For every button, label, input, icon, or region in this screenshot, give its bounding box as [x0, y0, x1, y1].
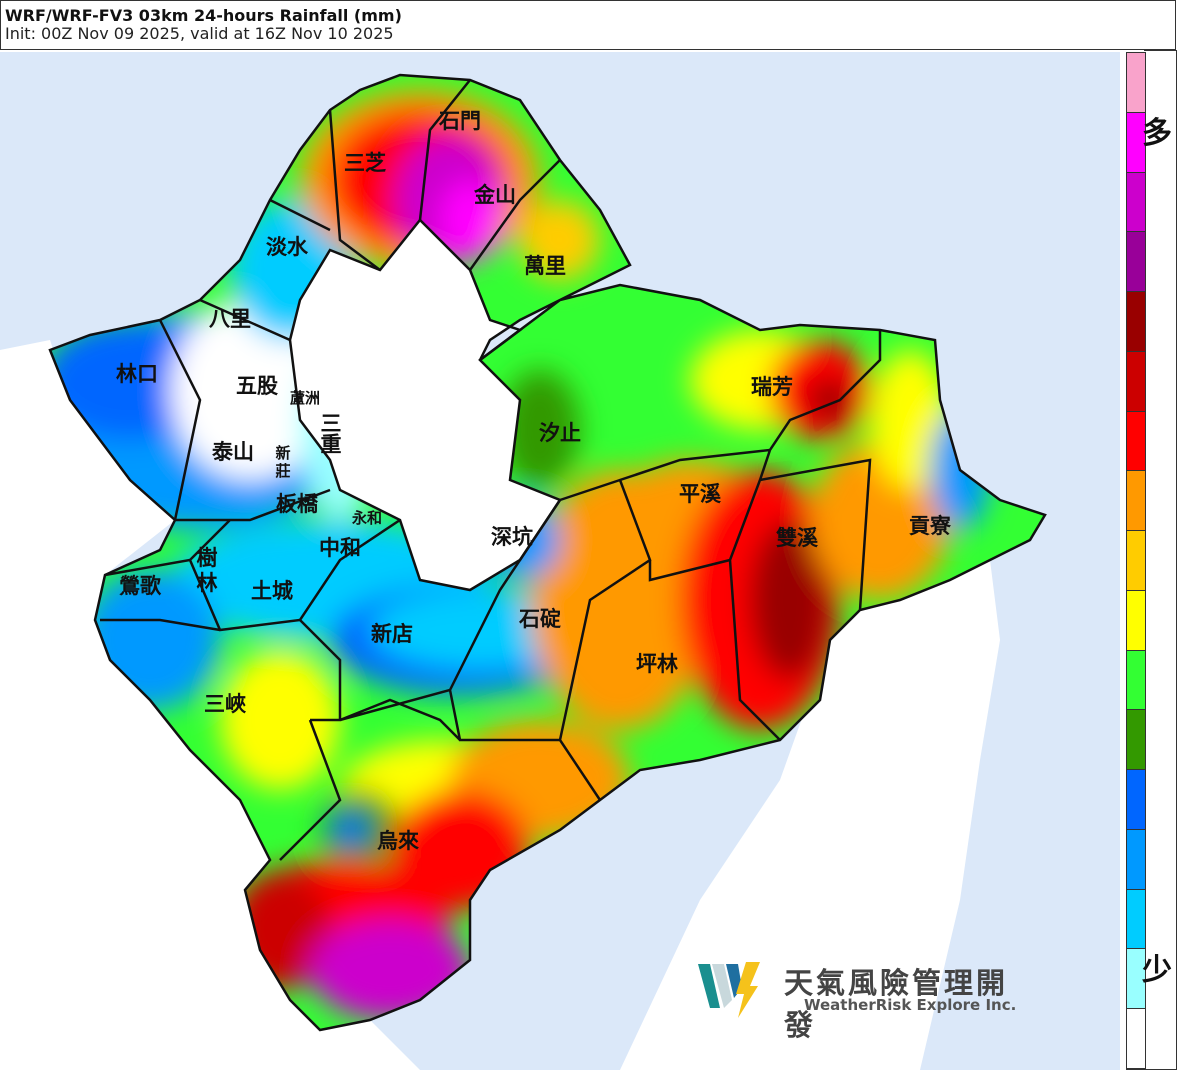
label-pingxi: 平溪 [679, 482, 722, 506]
label-xinzhuang-2: 莊 [275, 462, 290, 480]
map-header: WRF/WRF-FV3 03km 24-hours Rainfall (mm) … [0, 0, 1176, 50]
colorbar-level-14 [1127, 889, 1145, 950]
label-banqiao: 板橋 [276, 492, 319, 516]
company-logo: 天氣風險管理開發 WeatherRisk Explore Inc. [698, 958, 1028, 1042]
colorbar-level-7 [1127, 471, 1145, 532]
colorbar-bottom-label: 少 [1142, 953, 1172, 988]
logo-name-zh: 天氣風險管理開發 [784, 966, 1009, 1042]
label-zhonghe: 中和 [319, 536, 361, 560]
district-boundaries [48, 73, 1047, 1032]
district-labels: 石門 三芝 金山 淡水 萬里 八里 林口 五股 蘆洲 瑞芳 汐止 三重 泰山 新… [116, 109, 951, 853]
label-sanzhi: 三芝 [344, 151, 386, 175]
colorbar-level-4 [1127, 292, 1145, 352]
colorbar-level-11 [1127, 710, 1145, 771]
label-luzhou: 蘆洲 [290, 389, 320, 407]
map-title: WRF/WRF-FV3 03km 24-hours Rainfall (mm) [5, 6, 402, 25]
label-xinzhuang-1: 新 [275, 444, 290, 462]
colorbar [1126, 52, 1146, 1070]
colorbar-level-9 [1127, 590, 1145, 651]
colorbar-level-15 [1127, 949, 1145, 1010]
label-shulin-2: 林 [197, 571, 218, 595]
label-bali: 八里 [209, 307, 251, 331]
colorbar-level-8 [1127, 531, 1145, 591]
label-sanxia: 三峽 [204, 692, 247, 716]
label-gongliao: 貢寮 [909, 514, 951, 538]
colorbar-level-1 [1127, 112, 1145, 173]
label-shuangxi: 雙溪 [776, 526, 819, 550]
map-subtitle: Init: 00Z Nov 09 2025, valid at 16Z Nov … [5, 24, 394, 43]
outer-land [0, 340, 420, 1070]
label-yingge: 鶯歌 [119, 574, 162, 598]
label-yonghe: 永和 [351, 509, 382, 527]
coastal-land [620, 560, 1000, 1070]
colorbar-top-label: 多 [1142, 116, 1172, 151]
label-xizhi: 汐止 [539, 421, 581, 445]
label-shenkeng: 深坑 [491, 525, 533, 549]
label-wugu: 五股 [236, 374, 278, 398]
colorbar-level-3 [1127, 232, 1145, 293]
label-sanchong-1: 三重 [318, 412, 342, 454]
label-taishan: 泰山 [211, 440, 254, 464]
label-wulai: 烏來 [377, 829, 419, 853]
logo-name-en: WeatherRisk Explore Inc. [804, 996, 1017, 1014]
colorbar-level-13 [1127, 829, 1145, 890]
colorbar-level-2 [1127, 172, 1145, 233]
label-shiding: 石碇 [518, 607, 561, 631]
colorbar-frame [1144, 50, 1177, 1070]
label-shimen: 石門 [438, 109, 481, 133]
label-ruifang: 瑞芳 [751, 375, 793, 399]
colorbar-level-0 [1127, 53, 1145, 113]
colorbar-level-16 [1127, 1009, 1145, 1070]
colorbar-level-6 [1127, 411, 1145, 472]
label-tamsui: 淡水 [266, 235, 309, 259]
rainfall-map: 石門 三芝 金山 淡水 萬里 八里 林口 五股 蘆洲 瑞芳 汐止 三重 泰山 新… [0, 52, 1120, 1070]
label-linkou: 林口 [116, 362, 158, 386]
label-xindian: 新店 [371, 622, 413, 646]
colorbar-level-10 [1127, 650, 1145, 711]
colorbar-level-12 [1127, 770, 1145, 830]
label-wanli: 萬里 [524, 254, 566, 278]
label-tucheng: 土城 [251, 579, 293, 603]
label-jinshan: 金山 [473, 183, 516, 207]
logo-mark-icon [698, 962, 760, 1018]
label-pinglin: 坪林 [636, 652, 678, 676]
colorbar-level-5 [1127, 351, 1145, 412]
label-shulin-1: 樹 [197, 546, 218, 570]
